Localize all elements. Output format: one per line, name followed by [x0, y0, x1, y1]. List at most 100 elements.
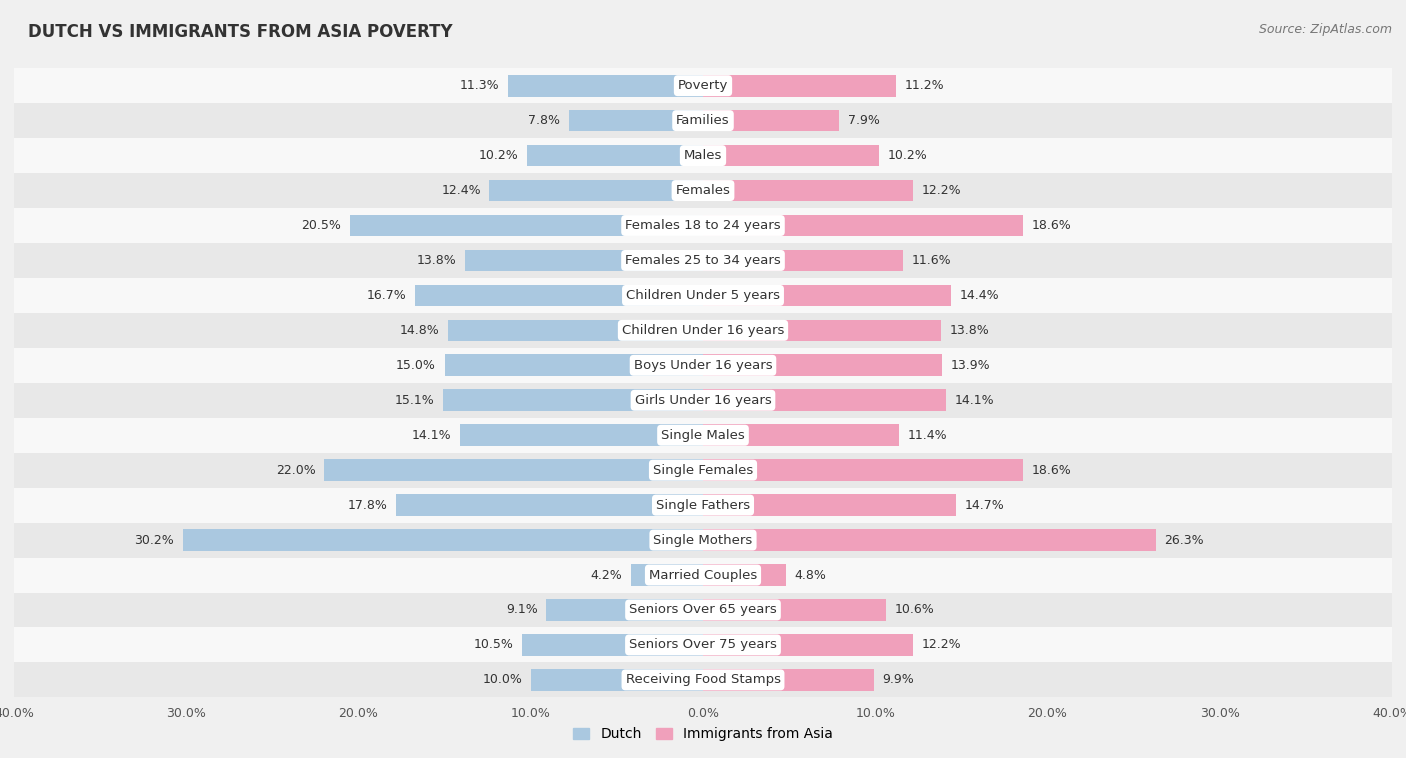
Text: 14.1%: 14.1%	[412, 429, 451, 442]
Text: 14.7%: 14.7%	[965, 499, 1004, 512]
Text: 10.2%: 10.2%	[887, 149, 927, 162]
Bar	[14, 487, 1392, 522]
Text: 11.3%: 11.3%	[460, 79, 499, 92]
Bar	[527, 145, 703, 167]
Text: 11.4%: 11.4%	[908, 429, 948, 442]
Text: 13.8%: 13.8%	[418, 254, 457, 267]
Bar	[14, 418, 1392, 453]
Bar	[323, 459, 703, 481]
Bar	[444, 355, 703, 376]
Bar	[703, 669, 873, 691]
Bar	[703, 529, 1156, 551]
Text: 17.8%: 17.8%	[347, 499, 388, 512]
Text: 10.2%: 10.2%	[479, 149, 519, 162]
Text: 20.5%: 20.5%	[301, 219, 342, 232]
Bar	[14, 348, 1392, 383]
Bar	[703, 390, 946, 411]
Text: DUTCH VS IMMIGRANTS FROM ASIA POVERTY: DUTCH VS IMMIGRANTS FROM ASIA POVERTY	[28, 23, 453, 41]
Text: 14.1%: 14.1%	[955, 393, 994, 407]
Bar	[14, 138, 1392, 173]
Bar	[350, 215, 703, 236]
Text: 15.1%: 15.1%	[395, 393, 434, 407]
Text: Females 18 to 24 years: Females 18 to 24 years	[626, 219, 780, 232]
Text: Source: ZipAtlas.com: Source: ZipAtlas.com	[1258, 23, 1392, 36]
Bar	[443, 390, 703, 411]
Text: Single Mothers: Single Mothers	[654, 534, 752, 547]
Text: Children Under 5 years: Children Under 5 years	[626, 289, 780, 302]
Bar	[396, 494, 703, 516]
Text: Poverty: Poverty	[678, 79, 728, 92]
Text: 4.8%: 4.8%	[794, 568, 827, 581]
Text: Females: Females	[675, 184, 731, 197]
Text: 7.9%: 7.9%	[848, 114, 880, 127]
Bar	[703, 75, 896, 96]
Text: 12.2%: 12.2%	[922, 638, 962, 651]
Text: 26.3%: 26.3%	[1164, 534, 1204, 547]
Text: 9.1%: 9.1%	[506, 603, 537, 616]
Text: Married Couples: Married Couples	[650, 568, 756, 581]
Text: 14.8%: 14.8%	[399, 324, 440, 337]
Text: 10.0%: 10.0%	[482, 673, 522, 687]
Bar	[703, 320, 941, 341]
Bar	[703, 459, 1024, 481]
Text: 13.8%: 13.8%	[949, 324, 988, 337]
Bar	[14, 383, 1392, 418]
Bar	[449, 320, 703, 341]
Bar	[703, 110, 839, 131]
Text: Males: Males	[683, 149, 723, 162]
Legend: Dutch, Immigrants from Asia: Dutch, Immigrants from Asia	[567, 722, 839, 747]
Bar	[703, 145, 879, 167]
Bar	[14, 558, 1392, 593]
Bar	[703, 355, 942, 376]
Bar	[183, 529, 703, 551]
Bar	[703, 249, 903, 271]
Bar	[509, 75, 703, 96]
Bar	[14, 103, 1392, 138]
Bar	[14, 593, 1392, 628]
Bar	[703, 215, 1024, 236]
Bar	[465, 249, 703, 271]
Text: Boys Under 16 years: Boys Under 16 years	[634, 359, 772, 372]
Bar	[415, 284, 703, 306]
Text: Single Fathers: Single Fathers	[657, 499, 749, 512]
Text: Girls Under 16 years: Girls Under 16 years	[634, 393, 772, 407]
Text: 30.2%: 30.2%	[135, 534, 174, 547]
Text: 13.9%: 13.9%	[950, 359, 991, 372]
Bar	[14, 173, 1392, 208]
Text: 7.8%: 7.8%	[529, 114, 560, 127]
Bar	[703, 634, 912, 656]
Text: 9.9%: 9.9%	[882, 673, 914, 687]
Bar	[14, 628, 1392, 662]
Text: 22.0%: 22.0%	[276, 464, 315, 477]
Bar	[703, 424, 900, 446]
Bar	[14, 313, 1392, 348]
Text: 10.6%: 10.6%	[894, 603, 934, 616]
Text: Seniors Over 75 years: Seniors Over 75 years	[628, 638, 778, 651]
Text: Single Females: Single Females	[652, 464, 754, 477]
Text: 15.0%: 15.0%	[396, 359, 436, 372]
Bar	[703, 284, 950, 306]
Bar	[489, 180, 703, 202]
Text: 18.6%: 18.6%	[1032, 464, 1071, 477]
Bar	[703, 494, 956, 516]
Bar	[14, 453, 1392, 487]
Bar	[522, 634, 703, 656]
Text: Seniors Over 65 years: Seniors Over 65 years	[628, 603, 778, 616]
Bar	[703, 564, 786, 586]
Bar	[14, 208, 1392, 243]
Bar	[14, 662, 1392, 697]
Bar	[460, 424, 703, 446]
Text: Children Under 16 years: Children Under 16 years	[621, 324, 785, 337]
Text: 18.6%: 18.6%	[1032, 219, 1071, 232]
Bar	[14, 243, 1392, 278]
Bar	[531, 669, 703, 691]
Bar	[703, 180, 912, 202]
Text: 4.2%: 4.2%	[591, 568, 621, 581]
Bar	[547, 599, 703, 621]
Bar	[14, 68, 1392, 103]
Text: Single Males: Single Males	[661, 429, 745, 442]
Text: Females 25 to 34 years: Females 25 to 34 years	[626, 254, 780, 267]
Bar	[14, 278, 1392, 313]
Bar	[14, 522, 1392, 558]
Bar	[703, 599, 886, 621]
